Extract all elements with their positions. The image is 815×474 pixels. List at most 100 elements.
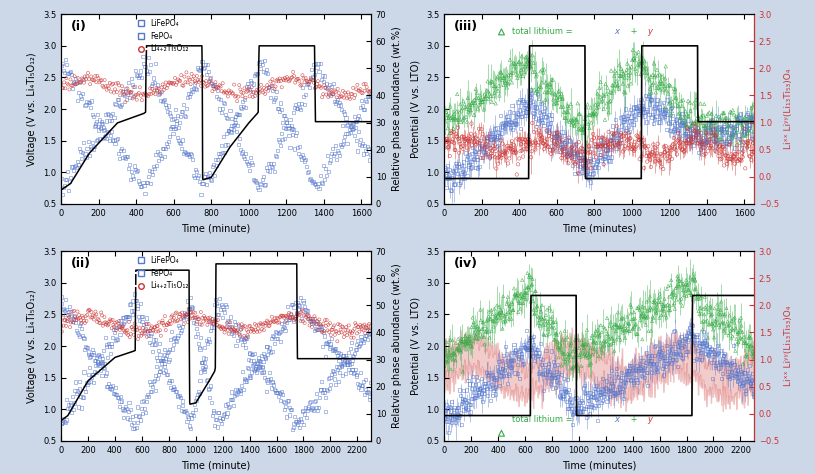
Point xyxy=(253,357,266,365)
Point xyxy=(704,120,717,128)
Point xyxy=(540,127,553,135)
Point xyxy=(132,74,145,82)
Point xyxy=(649,304,662,312)
Point xyxy=(676,281,689,289)
Point xyxy=(720,320,734,328)
Point xyxy=(467,97,480,105)
Point xyxy=(641,349,654,357)
Point xyxy=(242,356,255,364)
Point xyxy=(165,112,178,119)
Point xyxy=(578,157,591,164)
Point xyxy=(656,106,669,114)
Point xyxy=(322,321,335,328)
Point xyxy=(327,346,340,354)
Point xyxy=(261,376,274,384)
Point xyxy=(708,132,721,139)
Point xyxy=(359,323,372,330)
Point xyxy=(629,103,642,110)
Point xyxy=(687,270,700,277)
Point xyxy=(562,102,575,109)
Point xyxy=(283,78,296,85)
Point xyxy=(282,396,295,404)
Point xyxy=(86,146,99,154)
Point xyxy=(654,77,667,84)
Point xyxy=(340,358,353,365)
Point xyxy=(295,418,308,426)
Point xyxy=(189,314,202,321)
Point xyxy=(506,60,519,67)
Point xyxy=(150,84,163,91)
Point xyxy=(709,147,722,155)
Point xyxy=(507,141,520,149)
Point xyxy=(613,322,626,329)
Point xyxy=(335,143,348,150)
Point xyxy=(673,277,686,284)
Legend: LiFePO₄, FePO₄, Li₄₊₂Ti₅O₁₂: LiFePO₄, FePO₄, Li₄₊₂Ti₅O₁₂ xyxy=(133,255,190,291)
Point xyxy=(301,78,314,85)
Point xyxy=(556,94,569,102)
Point xyxy=(724,327,737,335)
Point xyxy=(363,93,377,100)
Point xyxy=(275,388,289,395)
Point xyxy=(543,129,556,137)
Point xyxy=(552,354,565,361)
Point xyxy=(512,58,525,66)
Point xyxy=(576,164,589,171)
Point xyxy=(222,87,236,94)
Point xyxy=(232,322,245,329)
Point xyxy=(168,385,181,392)
Point xyxy=(675,277,688,285)
Point xyxy=(444,129,457,137)
Point xyxy=(547,318,560,326)
Point xyxy=(305,317,318,325)
Point xyxy=(687,130,700,137)
Point xyxy=(337,141,350,149)
Point xyxy=(303,176,316,184)
Point xyxy=(550,377,563,385)
Point xyxy=(113,91,126,99)
Point xyxy=(722,155,735,163)
Point xyxy=(504,361,517,369)
Point xyxy=(100,383,113,391)
Point xyxy=(251,366,264,374)
Point xyxy=(565,339,578,347)
Point xyxy=(591,90,604,97)
Point xyxy=(641,69,654,76)
Point xyxy=(725,128,738,136)
Point xyxy=(261,167,274,175)
Point xyxy=(447,403,460,411)
Point xyxy=(163,133,176,141)
Point xyxy=(188,80,201,88)
Point xyxy=(273,388,286,396)
Point xyxy=(625,303,638,310)
Point xyxy=(618,327,631,334)
Point xyxy=(482,316,495,323)
Point xyxy=(275,338,288,346)
Point xyxy=(667,299,681,307)
Point xyxy=(352,323,365,331)
Point xyxy=(582,111,595,118)
Point xyxy=(582,149,595,156)
Point xyxy=(334,101,347,109)
Point xyxy=(196,180,209,188)
Point xyxy=(56,306,69,313)
Point xyxy=(525,94,538,101)
Point xyxy=(190,325,203,332)
Point xyxy=(697,143,710,151)
Point xyxy=(712,364,725,372)
Point xyxy=(606,81,619,89)
Point xyxy=(549,383,562,391)
Point xyxy=(269,328,282,335)
Point xyxy=(544,146,557,154)
Point xyxy=(512,353,525,360)
Point xyxy=(550,330,563,337)
Point xyxy=(678,130,691,138)
Point xyxy=(584,344,597,352)
Point xyxy=(473,96,486,103)
Point xyxy=(501,293,514,301)
Point xyxy=(57,414,70,422)
Point xyxy=(683,324,696,331)
Point xyxy=(163,109,176,117)
Point xyxy=(456,368,469,375)
Point xyxy=(542,111,555,118)
